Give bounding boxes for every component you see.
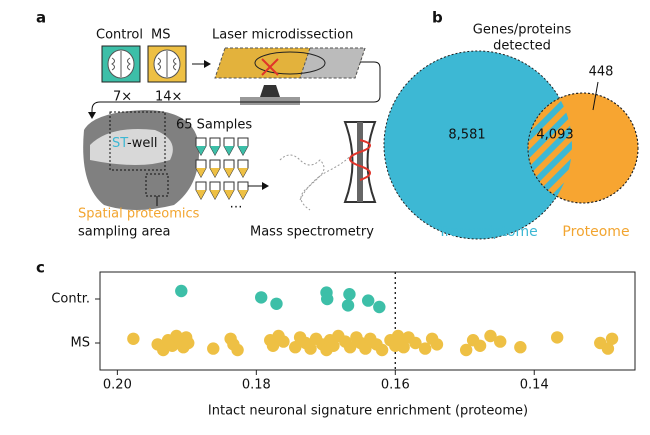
point	[343, 288, 356, 301]
leader	[592, 81, 599, 111]
point	[361, 294, 375, 307]
venn-title: Genes/proteins	[473, 23, 572, 38]
point	[550, 331, 564, 344]
panel-c: c Intact neuronal signature enrichment (…	[36, 259, 636, 419]
tube-fill	[238, 190, 248, 199]
ion-path	[349, 139, 371, 181]
tube-fill	[238, 146, 248, 155]
tube-fill	[210, 168, 220, 177]
samples-label: 65 Samples	[176, 118, 252, 133]
panel-label: c	[36, 259, 45, 277]
point	[459, 343, 473, 357]
point	[254, 291, 268, 304]
point	[182, 336, 195, 350]
point	[266, 339, 280, 352]
panel-a: a Control MS 7× 14× Laser microdissectio…	[36, 9, 381, 240]
control-n: 7×	[113, 90, 132, 105]
st-label: ST-well	[112, 136, 158, 151]
white-matter	[90, 129, 173, 165]
point	[409, 336, 422, 350]
point	[514, 341, 527, 354]
well: -well	[127, 136, 158, 151]
laser	[261, 58, 279, 76]
point	[343, 341, 357, 354]
step-label: Mass spectrometry	[250, 225, 374, 240]
point	[277, 335, 290, 348]
point	[430, 338, 444, 351]
venn-count: 448	[589, 65, 614, 80]
tube-fill	[210, 190, 220, 199]
control-label: Control	[96, 28, 143, 43]
point	[605, 332, 619, 345]
arrow	[88, 61, 381, 119]
point	[289, 341, 302, 354]
st: ST	[112, 136, 128, 151]
point	[373, 300, 386, 314]
x-tick-label: 0.16	[381, 378, 410, 393]
ms-n: 14×	[155, 90, 182, 105]
tube-fill	[196, 146, 206, 155]
point	[231, 343, 244, 357]
cut-ring	[254, 51, 326, 75]
tubes: …	[195, 137, 249, 212]
point	[321, 292, 334, 306]
microscope	[240, 97, 300, 105]
panel-label: b	[432, 9, 443, 27]
ms-label: MS	[151, 28, 170, 43]
point	[494, 335, 507, 348]
y-tick-label: MS	[71, 336, 90, 351]
point	[397, 341, 410, 354]
point	[341, 299, 355, 312]
x-tick-label: 0.20	[103, 378, 132, 393]
point	[207, 342, 220, 355]
point	[127, 332, 140, 345]
ellipsis: …	[230, 197, 243, 212]
plot-frame	[99, 271, 636, 371]
set-label: Transcriptome	[437, 224, 538, 240]
tube-fill	[224, 190, 234, 199]
tube-fill	[238, 168, 248, 177]
point	[473, 339, 487, 352]
tube-fill	[196, 190, 206, 199]
venn-count: 4,093	[536, 128, 573, 143]
tube-fill	[224, 146, 234, 155]
set-label: Proteome	[562, 224, 629, 240]
point	[327, 339, 340, 352]
point	[175, 284, 188, 298]
tube-fill	[210, 146, 220, 155]
sampling-label: Spatial proteomics	[78, 207, 200, 222]
tube-fill	[224, 168, 234, 177]
sampling-box	[145, 173, 169, 197]
venn-title: detected	[493, 39, 551, 54]
x-tick-label: 0.14	[520, 378, 549, 393]
x-axis-label: Intact neuronal signature enrichment (pr…	[208, 404, 528, 419]
y-tick-label: Contr.	[51, 292, 90, 307]
panel-label: a	[36, 9, 46, 27]
sampling-label: sampling area	[78, 225, 171, 240]
tissue-slab	[299, 47, 366, 79]
overlap	[528, 93, 572, 203]
st-well	[109, 111, 166, 171]
brain-icon	[157, 51, 177, 77]
point	[418, 342, 432, 355]
x-tick-label: 0.18	[242, 378, 271, 393]
microscope	[260, 85, 280, 97]
brain-icon	[111, 51, 131, 77]
point	[270, 297, 283, 310]
tube-fill	[196, 168, 206, 177]
peptides	[279, 144, 361, 211]
proteome-outline	[527, 92, 639, 204]
point	[375, 343, 389, 357]
point	[601, 342, 615, 355]
point	[484, 329, 497, 343]
point	[304, 342, 317, 355]
panel-b: b Genes/proteins detected 8,581 4,093 44…	[383, 9, 639, 240]
venn-count: 8,581	[448, 128, 485, 143]
step-label: Laser microdissection	[212, 28, 353, 43]
point	[359, 342, 372, 355]
